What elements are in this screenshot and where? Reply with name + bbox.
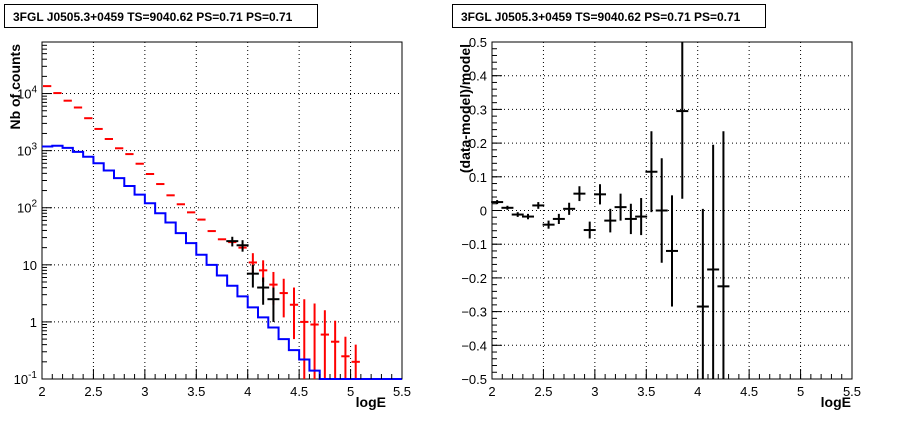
right-y-tick-label: 0.3 <box>469 102 487 117</box>
right-y-tick-label: 0.2 <box>469 136 487 151</box>
left-y-tick-label: 10 <box>23 258 37 273</box>
left-y-tick-label: 10-1 <box>14 370 38 387</box>
blue-model-line <box>42 144 402 380</box>
right-x-tick-label: 3 <box>591 384 598 399</box>
right-y-tick-label: 0.5 <box>469 35 487 50</box>
left-y-tick-label: 103 <box>17 142 37 159</box>
left-x-axis-title: logE <box>356 394 386 410</box>
left-x-tick-label: 2 <box>38 384 45 399</box>
right-x-tick-label: 4 <box>694 384 701 399</box>
right-panel: 2 2.5 3 3.5 4 4.5 5 5.5 0.5 0.4 0.3 0.2 0.1 0 −0.1 −0.2… <box>457 35 861 410</box>
right-panel-title: 3FGL J0505.3+0459 TS=9040.62 PS=0.71 PS=… <box>452 4 766 28</box>
right-y-tick-label: −0.3 <box>461 305 487 320</box>
left-x-tick-label: 5 <box>347 384 354 399</box>
right-y-tick-label: −0.1 <box>461 237 487 252</box>
right-axes: 2 2.5 3 3.5 4 4.5 5 5.5 0.5 0.4 0.3 0.2 0.1 0 −0.1 −0.2… <box>461 35 861 399</box>
right-x-tick-label: 5.5 <box>843 384 861 399</box>
right-x-tick-label: 2 <box>488 384 495 399</box>
left-series-layer <box>42 85 402 380</box>
left-y-axis-title: Nb of counts <box>7 44 23 130</box>
left-grid <box>42 42 402 379</box>
left-panel: 2 2.5 3 3.5 4 4.5 5 5.5 10-1 1 10 102 103 104 logE Nb… <box>7 41 411 410</box>
left-x-tick-label: 3.5 <box>187 384 205 399</box>
left-axes: 2 2.5 3 3.5 4 4.5 5 5.5 10-1 1 10 102 103 104 <box>14 44 411 399</box>
left-plot-frame <box>41 41 403 380</box>
right-x-tick-label: 3.5 <box>637 384 655 399</box>
right-y-tick-label: 0.1 <box>469 170 487 185</box>
right-y-tick-label: 0 <box>480 204 487 219</box>
left-y-tick-label: 104 <box>17 85 37 102</box>
right-y-tick-label: −0.5 <box>461 372 487 387</box>
right-x-axis-title: logE <box>821 394 851 410</box>
right-x-tick-label: 2.5 <box>534 384 552 399</box>
right-x-tick-label: 5 <box>797 384 804 399</box>
right-y-axis-title: (data-model)/model <box>457 44 473 173</box>
right-y-tick-label: −0.2 <box>461 271 487 286</box>
right-series-layer <box>491 42 730 379</box>
left-y-tick-label: 1 <box>30 315 37 330</box>
right-y-tick-label: 0.4 <box>469 69 487 84</box>
left-x-tick-label: 5.5 <box>393 384 411 399</box>
left-y-tick-label: 102 <box>17 199 37 216</box>
left-x-tick-label: 2.5 <box>84 384 102 399</box>
left-x-tick-label: 4.5 <box>290 384 308 399</box>
left-panel-title: 3FGL J0505.3+0459 TS=9040.62 PS=0.71 PS=… <box>4 4 318 28</box>
left-x-tick-label: 4 <box>244 384 251 399</box>
right-x-tick-label: 4.5 <box>740 384 758 399</box>
left-x-tick-label: 3 <box>141 384 148 399</box>
right-y-tick-label: −0.4 <box>461 338 487 353</box>
